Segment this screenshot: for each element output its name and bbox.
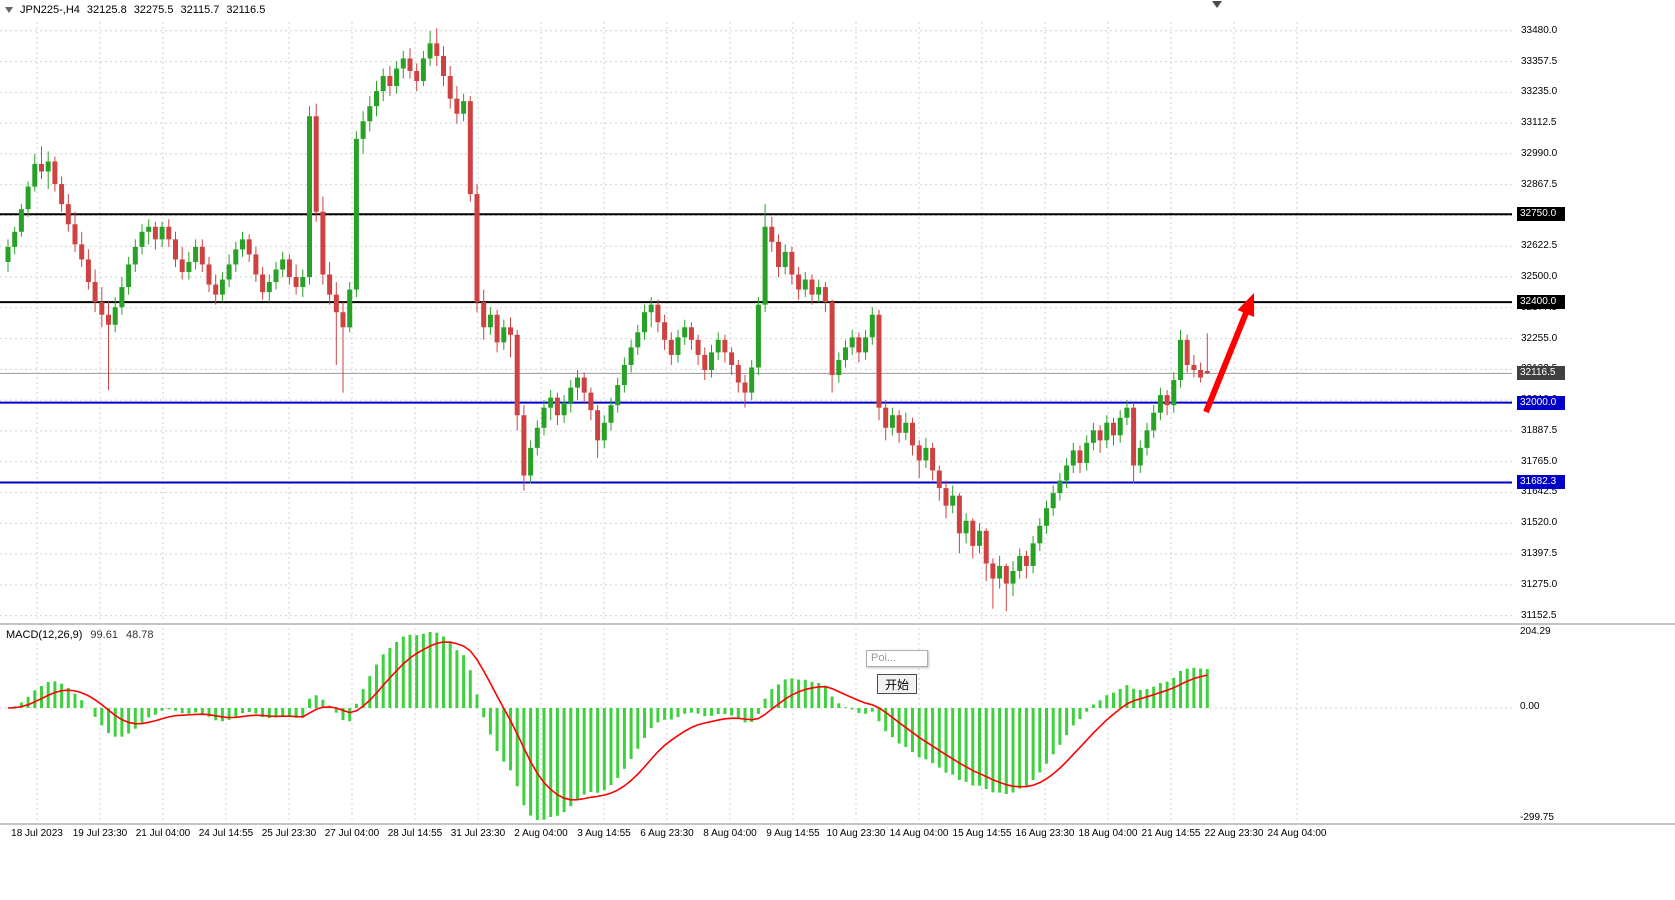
symbol-info-bar: JPN225-,H4 32125.8 32275.5 32115.7 32116… (5, 4, 265, 16)
price-tick-label: 32255.0 (1521, 332, 1558, 344)
price-tick-label: 31520.0 (1521, 517, 1558, 529)
price-tick-label: 32990.0 (1521, 147, 1558, 159)
price-tick-label: 32622.5 (1521, 240, 1558, 252)
time-axis-label: 2 Aug 04:00 (514, 828, 568, 839)
time-axis-label: 15 Aug 14:55 (952, 828, 1012, 839)
time-axis-label: 14 Aug 04:00 (889, 828, 949, 839)
price-tick-label: 31887.5 (1521, 424, 1558, 436)
time-axis-label: 16 Aug 23:30 (1015, 828, 1075, 839)
time-axis-label: 27 Jul 04:00 (324, 828, 380, 839)
price-tick-label: 32867.5 (1521, 178, 1558, 190)
mini-popup-window: Poi... 开始 (866, 650, 928, 694)
macd-value-signal: 48.78 (125, 629, 154, 641)
start-button[interactable]: 开始 (877, 674, 917, 694)
price-tick-label: 33112.5 (1521, 117, 1557, 129)
time-axis-label: 6 Aug 23:30 (640, 828, 694, 839)
macd-axis-min-label: -299.75 (1520, 812, 1554, 823)
ohlc-close: 32116.5 (226, 4, 266, 16)
price-level-label-32400.0: 32400.0 (1517, 295, 1565, 310)
time-axis-label: 10 Aug 23:30 (826, 828, 886, 839)
time-axis-label: 3 Aug 14:55 (577, 828, 631, 839)
price-tick-label: 31397.5 (1521, 548, 1558, 560)
macd-histogram (13, 632, 1209, 820)
price-tick-label: 31152.5 (1521, 609, 1557, 621)
price-tick-label: 33480.0 (1521, 24, 1558, 36)
ohlc-open: 32125.8 (86, 4, 127, 16)
macd-indicator-label: MACD(12,26,9) 99.61 48.78 (6, 629, 153, 641)
time-axis-label: 19 Jul 23:30 (72, 828, 128, 839)
popup-title: Poi... (866, 650, 928, 667)
macd-name: MACD(12,26,9) (6, 629, 83, 641)
time-axis-label: 22 Aug 23:30 (1204, 828, 1264, 839)
macd-signal-line (7, 641, 1208, 801)
time-axis-label: 24 Aug 04:00 (1267, 828, 1327, 839)
gridlines (0, 22, 1512, 821)
time-axis-label: 18 Aug 04:00 (1078, 828, 1138, 839)
price-tick-label: 32500.0 (1521, 271, 1558, 283)
time-axis-label: 21 Aug 14:55 (1141, 828, 1201, 839)
price-level-label-32750.0: 32750.0 (1517, 207, 1565, 222)
time-axis[interactable]: 18 Jul 2023 19 Jul 23:30 21 Jul 04:00 24 Ju… (0, 826, 1516, 844)
price-level-label-32116.5: 32116.5 (1517, 366, 1565, 381)
ohlc-low: 32115.7 (180, 4, 220, 16)
chart-shift-marker-icon[interactable] (1212, 1, 1222, 8)
symbol-dropdown-icon[interactable] (5, 7, 13, 13)
candles-series (5, 28, 1210, 612)
price-tick-label: 31642.5 (1521, 486, 1558, 498)
time-axis-label: 28 Jul 14:55 (387, 828, 443, 839)
ohlc-high: 32275.5 (133, 4, 174, 16)
time-axis-label: 21 Jul 04:00 (135, 828, 191, 839)
macd-axis-max-label: 204.29 (1520, 626, 1551, 637)
time-axis-label: 31 Jul 23:30 (450, 828, 506, 839)
macd-value-main: 99.61 (90, 629, 118, 641)
price-level-label-32000.0: 32000.0 (1517, 395, 1565, 410)
level-lines[interactable] (0, 213, 1512, 484)
time-axis-label: 8 Aug 04:00 (703, 828, 757, 839)
price-level-label-31682.3: 31682.3 (1517, 475, 1565, 490)
price-tick-label: 31275.0 (1521, 578, 1558, 590)
time-axis-label: 18 Jul 2023 (11, 828, 63, 839)
time-axis-label: 9 Aug 14:55 (766, 828, 820, 839)
macd-axis-zero-label: 0.00 (1520, 701, 1540, 712)
chart-canvas[interactable] (0, 0, 1675, 846)
time-axis-label: 24 Jul 14:55 (198, 828, 254, 839)
time-axis-label: 25 Jul 23:30 (261, 828, 317, 839)
price-axis[interactable]: 33480.0 33357.5 33235.0 33112.5 32990.0 32867… (1516, 0, 1675, 846)
price-tick-label: 33357.5 (1521, 55, 1558, 67)
price-tick-label: 31765.0 (1521, 455, 1558, 467)
symbol-title: JPN225-,H4 (20, 4, 80, 16)
price-tick-label: 33235.0 (1521, 86, 1558, 98)
trend-arrow[interactable] (1203, 293, 1255, 414)
